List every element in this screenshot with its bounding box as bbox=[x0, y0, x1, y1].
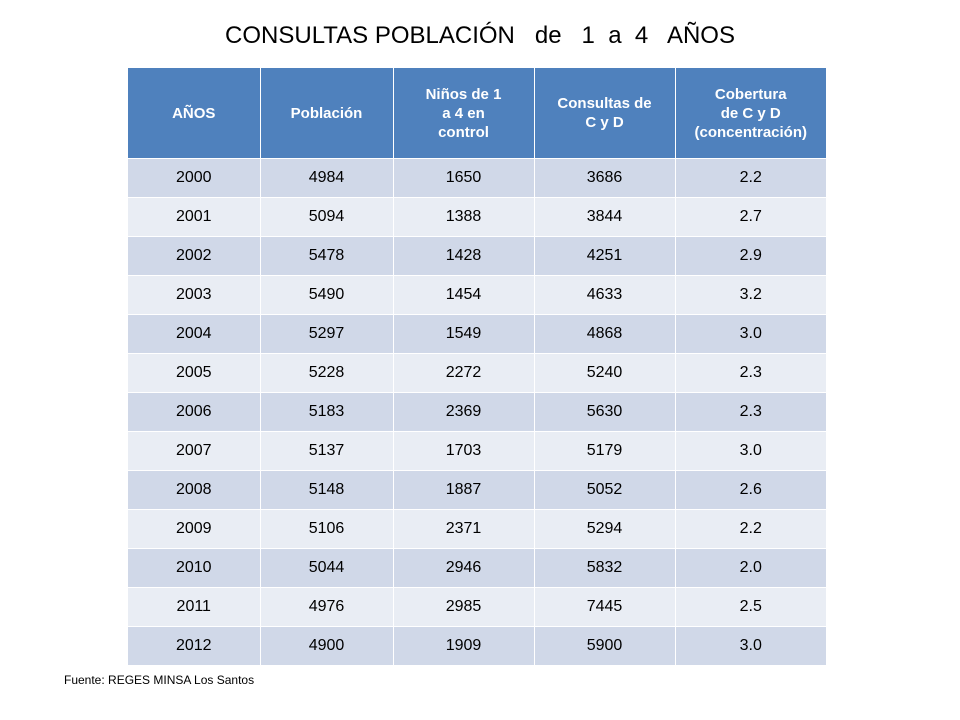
table-row: 2010 5044 2946 5832 2.0 bbox=[128, 548, 826, 588]
table-body: 2000 4984 1650 3686 2.2 2001 5094 1388 3844 2.7 20… bbox=[128, 158, 826, 665]
cell-coverage: 3.2 bbox=[675, 275, 826, 315]
cell-coverage: 2.9 bbox=[675, 236, 826, 276]
cell-children-in-control: 1703 bbox=[393, 431, 535, 471]
table-row: 2012 4900 1909 5900 3.0 bbox=[128, 626, 826, 665]
cell-year: 2009 bbox=[128, 509, 261, 549]
cell-consultations: 5832 bbox=[534, 548, 676, 588]
column-header-population: Población bbox=[260, 68, 394, 159]
cell-coverage: 2.0 bbox=[675, 548, 826, 588]
cell-consultations: 5900 bbox=[534, 626, 676, 665]
cell-coverage: 2.3 bbox=[675, 392, 826, 432]
cell-population: 4900 bbox=[260, 626, 394, 665]
cell-children-in-control: 1454 bbox=[393, 275, 535, 315]
column-header-coverage: Cobertura de C y D (concentración) bbox=[675, 68, 826, 159]
cell-consultations: 5240 bbox=[534, 353, 676, 393]
cell-children-in-control: 2371 bbox=[393, 509, 535, 549]
cell-year: 2006 bbox=[128, 392, 261, 432]
table-row: 2007 5137 1703 5179 3.0 bbox=[128, 431, 826, 471]
cell-year: 2000 bbox=[128, 158, 261, 198]
cell-population: 5183 bbox=[260, 392, 394, 432]
cell-consultations: 3844 bbox=[534, 197, 676, 237]
table-row: 2002 5478 1428 4251 2.9 bbox=[128, 236, 826, 276]
table-row: 2011 4976 2985 7445 2.5 bbox=[128, 587, 826, 627]
table-row: 2005 5228 2272 5240 2.3 bbox=[128, 353, 826, 393]
cell-children-in-control: 2272 bbox=[393, 353, 535, 393]
cell-children-in-control: 2985 bbox=[393, 587, 535, 627]
cell-consultations: 4633 bbox=[534, 275, 676, 315]
cell-children-in-control: 1887 bbox=[393, 470, 535, 510]
cell-population: 5297 bbox=[260, 314, 394, 354]
cell-population: 4976 bbox=[260, 587, 394, 627]
cell-children-in-control: 1428 bbox=[393, 236, 535, 276]
cell-year: 2003 bbox=[128, 275, 261, 315]
cell-coverage: 3.0 bbox=[675, 431, 826, 471]
cell-year: 2001 bbox=[128, 197, 261, 237]
column-header-years: AÑOS bbox=[128, 68, 261, 159]
cell-population: 5228 bbox=[260, 353, 394, 393]
table-header-row: AÑOS Población Niños de 1 a 4 en control… bbox=[128, 68, 826, 159]
cell-year: 2010 bbox=[128, 548, 261, 588]
cell-children-in-control: 2946 bbox=[393, 548, 535, 588]
cell-year: 2002 bbox=[128, 236, 261, 276]
column-header-children-in-control: Niños de 1 a 4 en control bbox=[393, 68, 535, 159]
cell-population: 5478 bbox=[260, 236, 394, 276]
data-table: AÑOS Población Niños de 1 a 4 en control… bbox=[128, 68, 826, 665]
cell-coverage: 3.0 bbox=[675, 626, 826, 665]
cell-children-in-control: 1549 bbox=[393, 314, 535, 354]
cell-year: 2007 bbox=[128, 431, 261, 471]
cell-coverage: 2.6 bbox=[675, 470, 826, 510]
table-row: 2000 4984 1650 3686 2.2 bbox=[128, 158, 826, 198]
cell-coverage: 2.5 bbox=[675, 587, 826, 627]
cell-year: 2004 bbox=[128, 314, 261, 354]
cell-children-in-control: 2369 bbox=[393, 392, 535, 432]
cell-consultations: 5052 bbox=[534, 470, 676, 510]
cell-population: 4984 bbox=[260, 158, 394, 198]
table-row: 2004 5297 1549 4868 3.0 bbox=[128, 314, 826, 354]
table-row: 2008 5148 1887 5052 2.6 bbox=[128, 470, 826, 510]
cell-year: 2012 bbox=[128, 626, 261, 665]
cell-population: 5490 bbox=[260, 275, 394, 315]
cell-coverage: 2.7 bbox=[675, 197, 826, 237]
cell-coverage: 2.3 bbox=[675, 353, 826, 393]
table-row: 2003 5490 1454 4633 3.2 bbox=[128, 275, 826, 315]
cell-consultations: 4251 bbox=[534, 236, 676, 276]
table-row: 2001 5094 1388 3844 2.7 bbox=[128, 197, 826, 237]
table-row: 2009 5106 2371 5294 2.2 bbox=[128, 509, 826, 549]
cell-children-in-control: 1909 bbox=[393, 626, 535, 665]
cell-year: 2008 bbox=[128, 470, 261, 510]
cell-consultations: 3686 bbox=[534, 158, 676, 198]
cell-coverage: 2.2 bbox=[675, 509, 826, 549]
column-header-consultations: Consultas de C y D bbox=[534, 68, 676, 159]
cell-children-in-control: 1650 bbox=[393, 158, 535, 198]
cell-population: 5106 bbox=[260, 509, 394, 549]
cell-population: 5044 bbox=[260, 548, 394, 588]
cell-consultations: 7445 bbox=[534, 587, 676, 627]
cell-consultations: 5294 bbox=[534, 509, 676, 549]
cell-consultations: 4868 bbox=[534, 314, 676, 354]
cell-consultations: 5630 bbox=[534, 392, 676, 432]
cell-children-in-control: 1388 bbox=[393, 197, 535, 237]
cell-coverage: 2.2 bbox=[675, 158, 826, 198]
cell-population: 5137 bbox=[260, 431, 394, 471]
cell-coverage: 3.0 bbox=[675, 314, 826, 354]
source-note: Fuente: REGES MINSA Los Santos bbox=[64, 673, 255, 687]
cell-population: 5094 bbox=[260, 197, 394, 237]
cell-population: 5148 bbox=[260, 470, 394, 510]
cell-consultations: 5179 bbox=[534, 431, 676, 471]
cell-year: 2005 bbox=[128, 353, 261, 393]
table-row: 2006 5183 2369 5630 2.3 bbox=[128, 392, 826, 432]
cell-year: 2011 bbox=[128, 587, 261, 627]
page-title: CONSULTAS POBLACIÓN de 1 a 4 AÑOS bbox=[225, 22, 735, 49]
